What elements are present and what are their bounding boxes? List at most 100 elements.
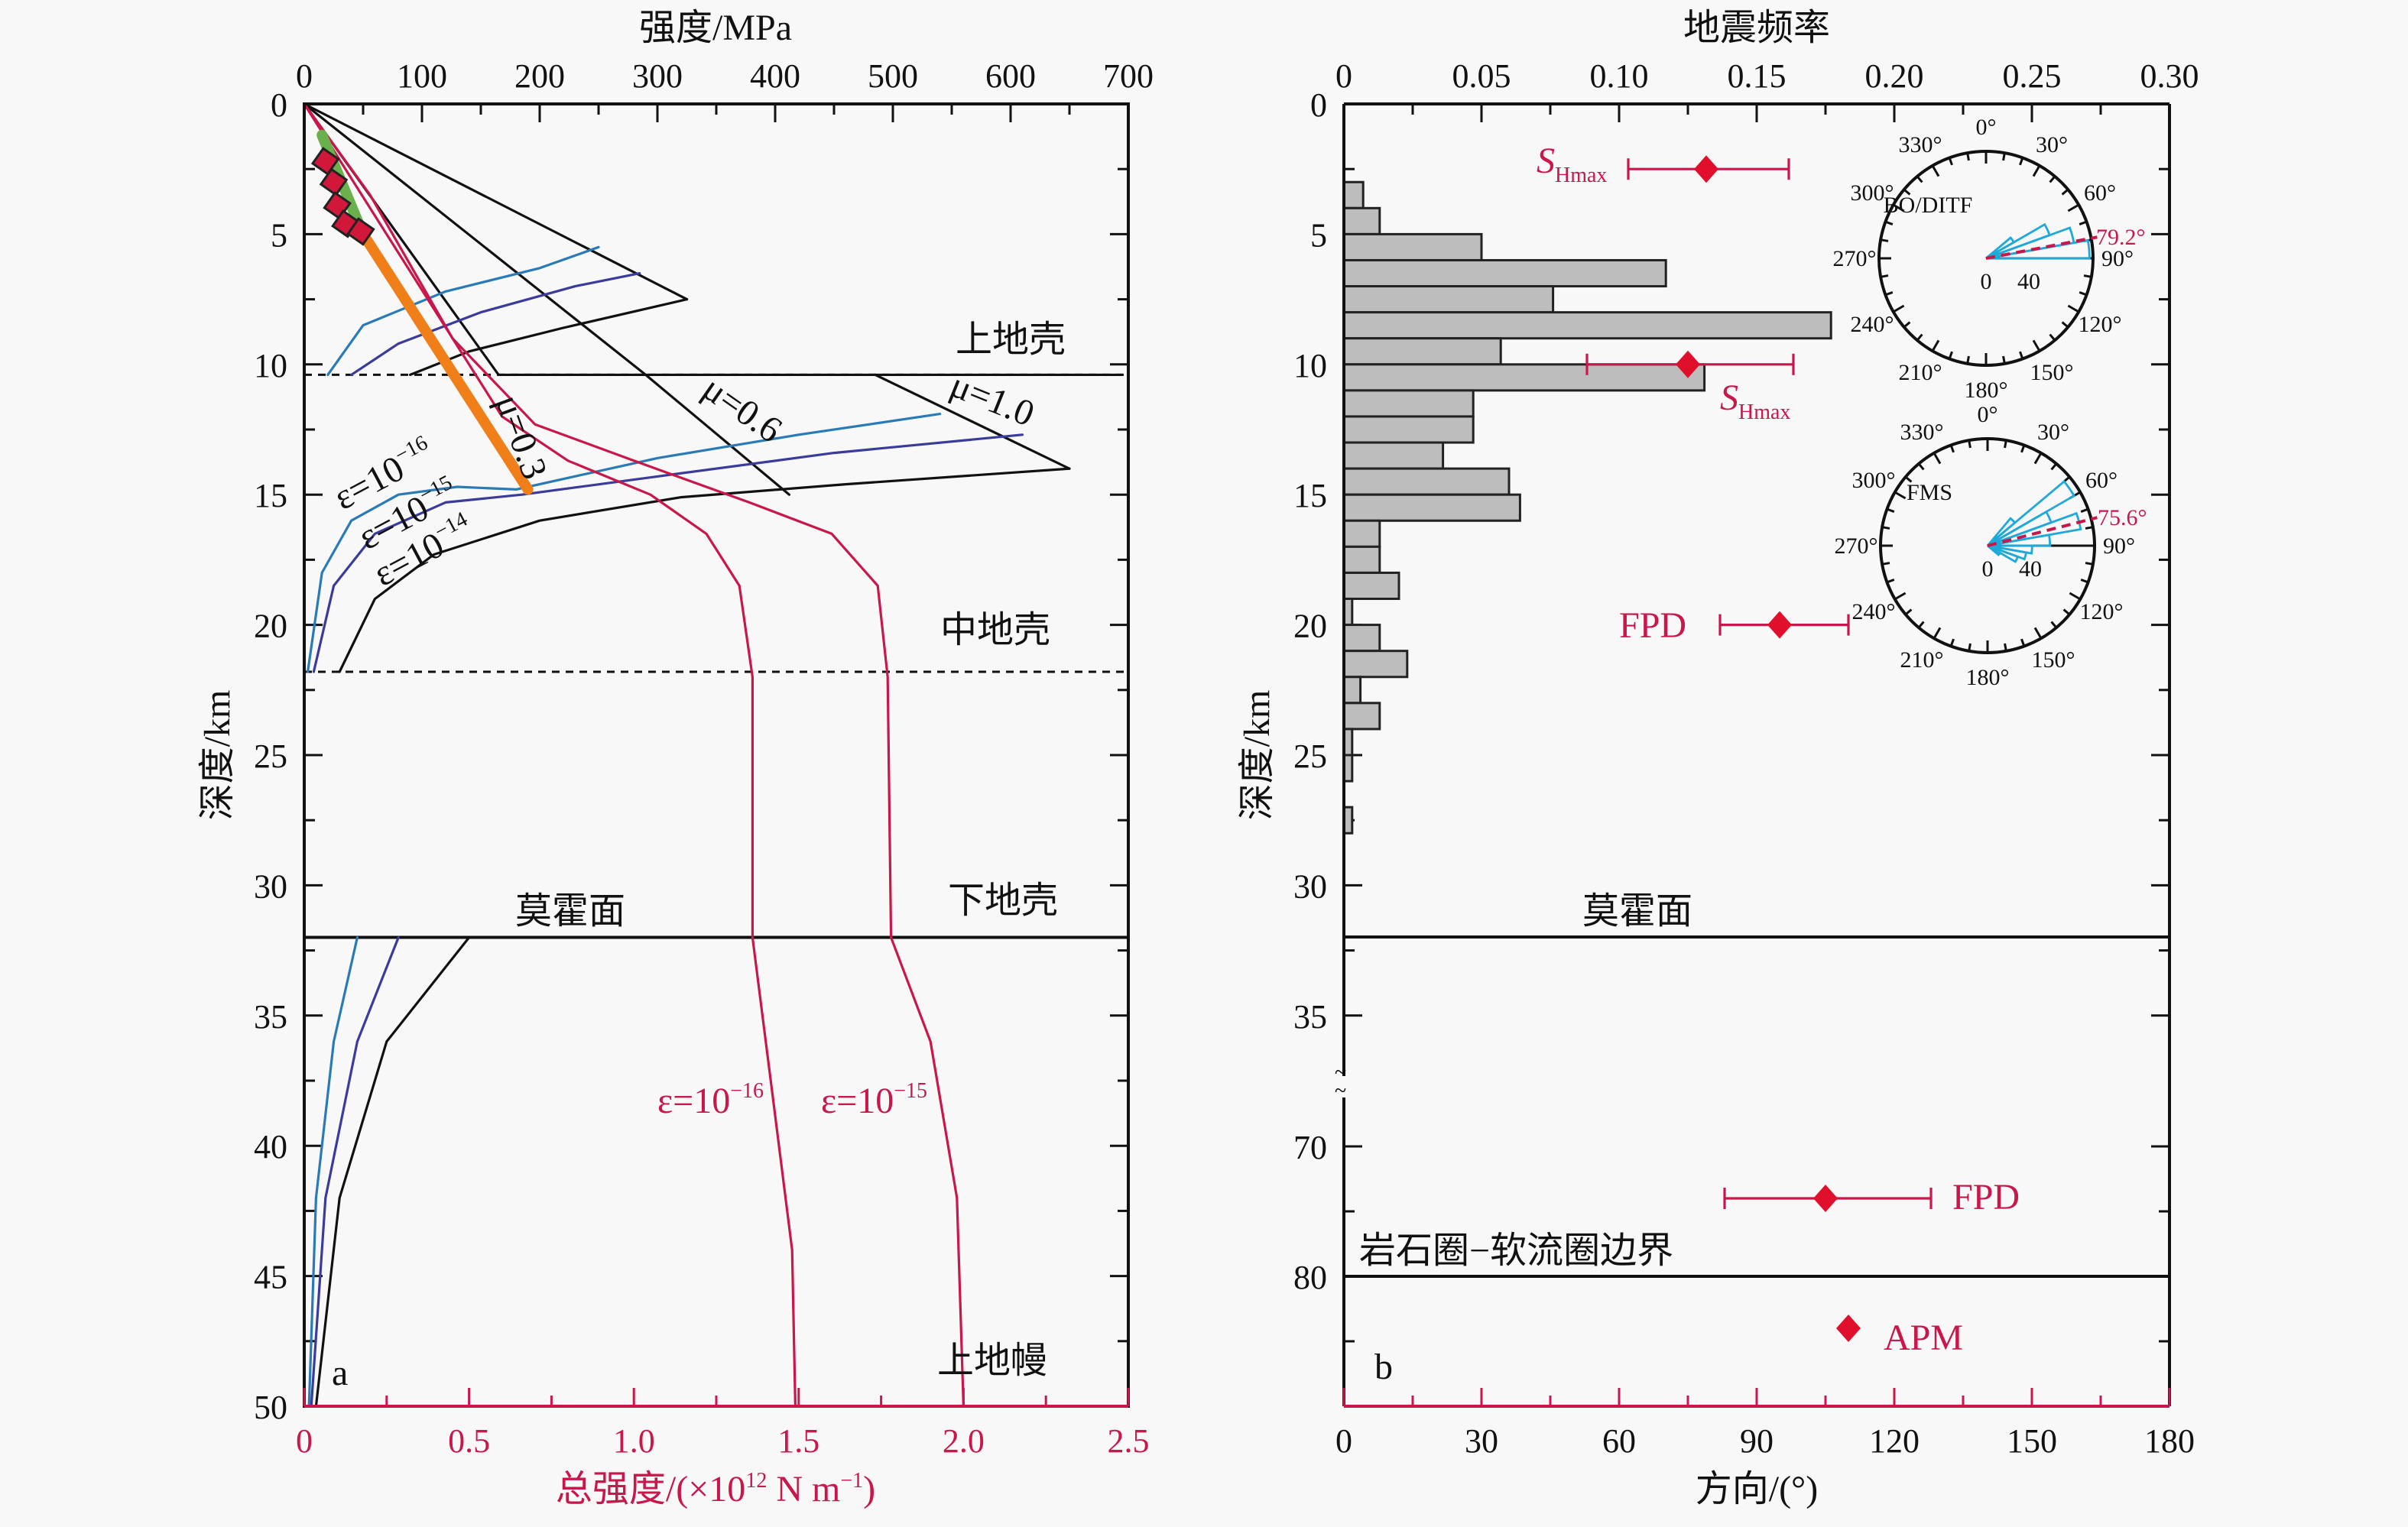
rose-mean-label: 79.2° [2096, 225, 2146, 250]
stress-marker [319, 167, 349, 197]
zone-label-lower-crust: 下地壳 [948, 880, 1058, 921]
rose-diagram-fms: 0° 30° 60° 90° 120°150° 180° 210°240° 270° 300°3… [1835, 402, 2147, 690]
y-tick-label-a: 45 [254, 1259, 287, 1296]
y-tick-label-b: 70 [1293, 1129, 1327, 1166]
rose-tick [2079, 220, 2088, 225]
rose-tick [2050, 621, 2058, 629]
rose-angle-label: 300° [1851, 180, 1894, 206]
series-line [874, 373, 1071, 470]
rose-tick [2049, 175, 2056, 183]
zone-label-upper-mantle: 上地幔 [937, 1341, 1047, 1381]
rose-tick [1966, 355, 1970, 365]
y-tick-label-a: 0 [271, 86, 287, 124]
rose-tick [1917, 462, 1925, 471]
y-ticks-a: 0 5 10 15 20 25 30 35 40 45 50 [254, 86, 1128, 1426]
y-tick-label-a: 25 [254, 738, 287, 775]
bottom-axis-label-a: 总强度/(×1012 N m−1) [556, 1469, 875, 1509]
rose-angle-label: 30° [2036, 132, 2068, 157]
panel-a: 强度/MPa 0 100 200 300 400 500 600 700 0510152025… [197, 8, 1154, 1509]
series-line [314, 935, 471, 1408]
series-line [303, 102, 689, 301]
y-tick-label-a: 5 [271, 216, 287, 254]
top-tick-label-b: 0.20 [1865, 57, 1924, 95]
histogram-bar [1342, 285, 1555, 314]
bottom-ticks-b: 0 30 60 90 120 150 180 [1335, 1388, 2195, 1460]
rose-tick [1893, 203, 1905, 212]
rose-tick [2004, 643, 2007, 652]
histogram-bar [1342, 311, 1832, 340]
series-line [326, 245, 600, 376]
rose-angle-label: 300° [1852, 468, 1896, 493]
rose-angle-label: 210° [1899, 360, 1942, 385]
panel-b: 地震频率 0 0.05 0.10 0.15 0.20 0.25 0.30 0 5 10 15 20 2… [1237, 8, 2199, 1509]
rose-angle-label: 330° [1900, 420, 1944, 445]
rose-tick [2019, 351, 2024, 360]
series-a [303, 102, 1122, 1408]
rose-angle-label: 240° [1852, 599, 1896, 624]
rose-tick [2079, 291, 2088, 297]
rose-tick [2002, 355, 2006, 365]
histogram-bar [1342, 493, 1521, 522]
y-tick-label-b: 5 [1310, 216, 1327, 254]
histogram-bar [1342, 702, 1381, 731]
rose-angle-label: 330° [1899, 132, 1942, 157]
rose-tick [1917, 621, 1925, 629]
boundaries-a [304, 373, 1128, 939]
orientation-diamond [1676, 350, 1700, 378]
histogram-bar [1342, 258, 1667, 288]
rose-tick [1968, 643, 1972, 652]
rose-tick [1949, 638, 1955, 647]
rose-petal [1987, 544, 2033, 555]
rose-tick [2085, 526, 2094, 530]
y-tick-label-a: 10 [254, 347, 287, 384]
series-line [338, 467, 1071, 673]
series-line [312, 433, 1024, 673]
rose-petal [1987, 533, 2052, 547]
y-tick-label-b: 0 [1310, 86, 1327, 124]
rose-tick [1949, 444, 1955, 453]
bottom-tick-label-b: 180 [2144, 1422, 2195, 1460]
rose-tick [1894, 491, 1907, 500]
rose-tick [2049, 333, 2056, 342]
rose-tick [1903, 321, 1911, 329]
histogram-bar [1342, 232, 1483, 261]
rose-angle-label: 90° [2101, 246, 2134, 271]
histogram-bars [1342, 180, 1832, 835]
rose-title: FMS [1907, 480, 1952, 505]
y-tick-label-b: 10 [1293, 347, 1327, 384]
series-line [358, 229, 534, 495]
rose-mean-line [1987, 516, 2098, 547]
rose-tick [1881, 562, 1890, 566]
rose-tick [2085, 562, 2094, 566]
top-ticks-a: 0 100 200 300 400 500 600 700 [296, 57, 1154, 122]
rose-petal [1987, 480, 2076, 547]
top-ticks-b: 0 0.05 0.10 0.15 0.20 0.25 0.30 [1335, 57, 2199, 122]
rose-tick [1886, 507, 1895, 513]
lab-label: 岩石圈−软流圈边界 [1359, 1230, 1673, 1271]
zone-label-middle-crust: 中地壳 [940, 610, 1050, 650]
bottom-tick-label-b: 60 [1602, 1422, 1636, 1460]
top-tick-label-b: 0.30 [2140, 57, 2199, 95]
histogram-bar [1342, 180, 1365, 209]
rose-tick [1931, 165, 1940, 177]
shmax-label-1: SHmax [1537, 141, 1607, 187]
bottom-tick-label-a: 0.5 [448, 1422, 490, 1460]
bottom-tick-label-a: 2.0 [943, 1422, 985, 1460]
rose-tick [2002, 152, 2006, 161]
histogram-bar [1342, 519, 1381, 548]
top-tick-label-b: 0.05 [1452, 57, 1511, 95]
bottom-tick-label-a: 2.5 [1108, 1422, 1150, 1460]
series-line [303, 102, 797, 1408]
total-strength-label-16: ε=10−16 [657, 1079, 764, 1121]
top-axis-label-b: 地震频率 [1683, 8, 1830, 48]
rose-radial-label: 0 [1981, 269, 1992, 294]
rose-tick [1948, 157, 1953, 166]
histogram-bar [1342, 206, 1381, 235]
rose-tick [2032, 165, 2041, 177]
rose-angle-label: 180° [1966, 665, 2010, 690]
rose-petal [1987, 544, 2028, 561]
rose-petal [1987, 544, 2002, 556]
top-tick-label-b: 0 [1335, 57, 1352, 95]
top-tick-label-b: 0.15 [1728, 57, 1787, 95]
rose-tick [2080, 579, 2089, 584]
